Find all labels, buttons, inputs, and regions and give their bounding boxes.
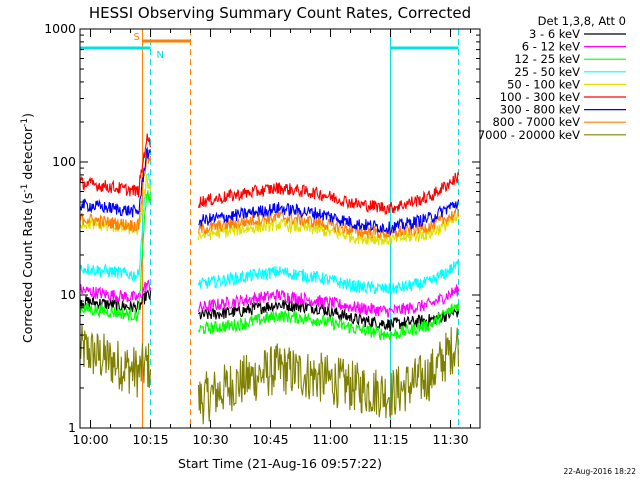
legend-label: 50 - 100 keV	[507, 77, 580, 91]
y-tick-label: 10	[60, 287, 76, 302]
y-tick-label: 1	[68, 420, 76, 435]
flag-label: S	[134, 32, 140, 43]
x-tick-label: 10:30	[193, 432, 229, 447]
chart-title: HESSI Observing Summary Count Rates, Cor…	[89, 4, 471, 22]
series-line	[79, 172, 460, 295]
legend-header: Det 1,3,8, Att 0	[538, 14, 626, 28]
y-tick-label: 1000	[44, 21, 76, 36]
series-line	[79, 133, 460, 216]
legend-label: 3 - 6 keV	[529, 27, 580, 41]
y-tick-label: 100	[52, 154, 76, 169]
x-axis: 10:00 10:15 10:30 10:45 11:00 11:15 11:30	[73, 29, 472, 447]
series-layer	[79, 133, 460, 425]
y-axis-label: Corrected Count Rate (s-1 detector-1)	[20, 113, 35, 343]
plot-frame	[79, 28, 481, 429]
legend-label: 12 - 25 keV	[514, 52, 580, 66]
legend-label: 300 - 800 keV	[500, 103, 580, 117]
y-axis: 1 10 100 1000	[44, 21, 480, 435]
x-tick-label: 10:45	[253, 432, 289, 447]
series-line	[79, 151, 460, 239]
series-line	[79, 190, 460, 341]
legend-label: 800 - 7000 keV	[492, 115, 580, 129]
legend-label: 25 - 50 keV	[514, 65, 580, 79]
flags-layer: SN	[80, 32, 459, 61]
series-line	[79, 323, 460, 425]
x-tick-label: 10:00	[73, 432, 109, 447]
series-line	[79, 279, 460, 318]
x-tick-label: 11:30	[433, 432, 469, 447]
x-tick-label: 11:00	[313, 432, 349, 447]
series-line	[79, 146, 460, 236]
legend-label: 100 - 300 keV	[500, 90, 580, 104]
x-axis-label: Start Time (21-Aug-16 09:57:22)	[178, 456, 382, 471]
x-tick-label: 10:15	[133, 432, 169, 447]
legend-label: 7000 - 20000 keV	[478, 128, 580, 142]
legend-label: 6 - 12 keV	[522, 40, 580, 54]
flag-label: N	[157, 50, 164, 61]
date-stamp: 22-Aug-2016 18:22	[563, 467, 636, 476]
x-tick-label: 11:15	[373, 432, 409, 447]
